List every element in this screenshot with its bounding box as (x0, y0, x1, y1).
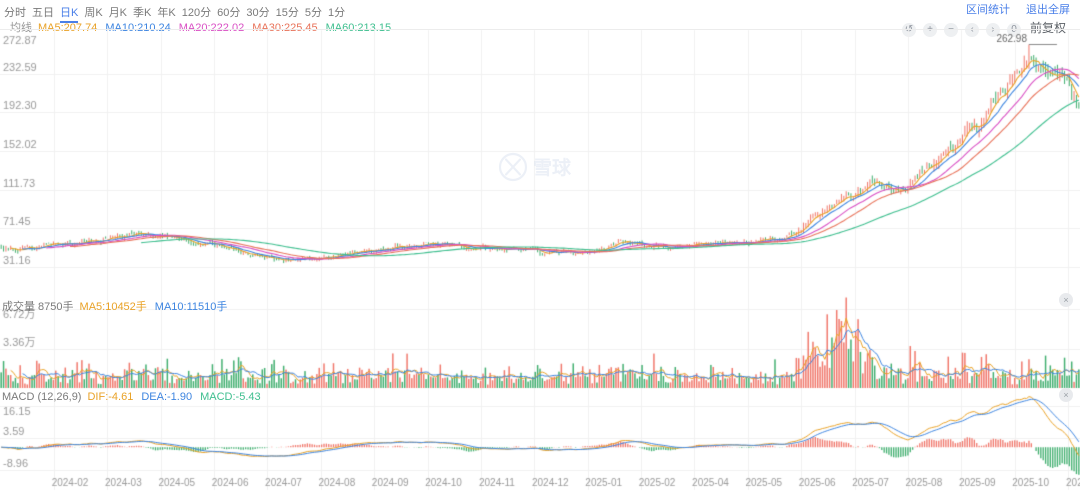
svg-text:雪球: 雪球 (533, 156, 572, 179)
